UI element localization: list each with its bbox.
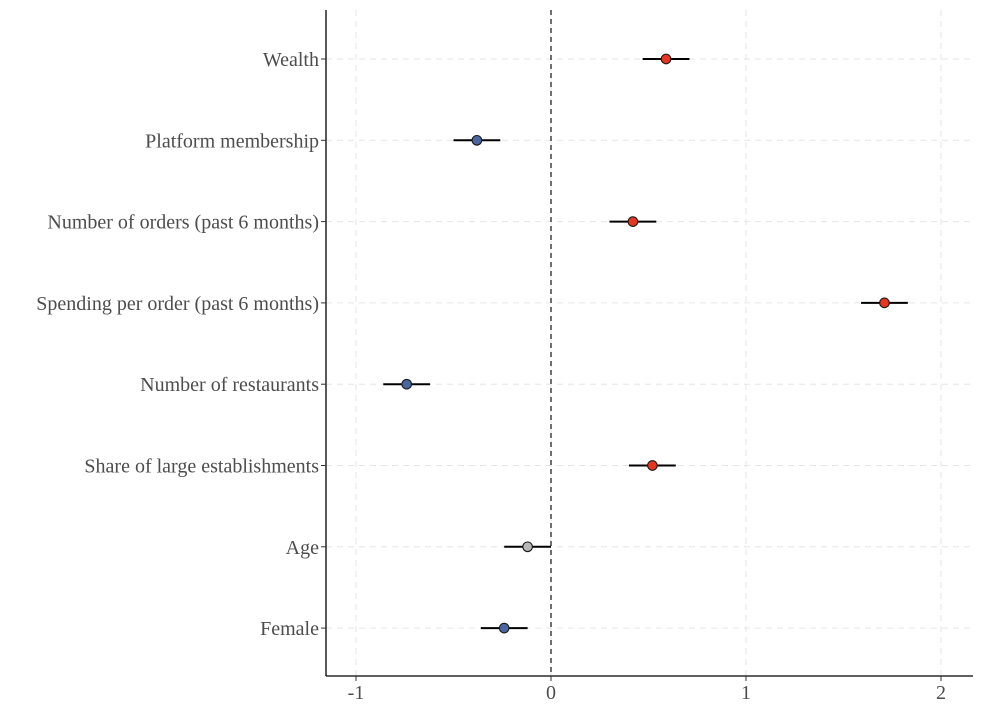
estimate-point [627, 216, 639, 227]
y-tick-label: Female [260, 618, 319, 640]
estimate-point [647, 460, 658, 471]
estimate-point [879, 297, 890, 309]
y-tick-label: Number of restaurants [140, 374, 319, 396]
estimate-marks [383, 53, 908, 634]
grid-lines [326, 10, 973, 676]
y-tick-label: Number of orders (past 6 months) [47, 212, 319, 234]
y-axis-ticks: Wealth Platform membership Number of order… [36, 49, 326, 640]
estimate-point [471, 134, 483, 146]
y-tick-label: Spending per order (past 6 months) [36, 293, 319, 315]
y-tick-label: Platform membership [145, 130, 319, 152]
y-tick-label: Wealth [263, 49, 319, 71]
estimate-point [498, 622, 510, 634]
x-axis-ticks: -1 0 1 2 [348, 676, 946, 704]
x-tick-label: 0 [546, 682, 556, 704]
estimate-point [660, 53, 672, 65]
estimate-point [522, 541, 533, 553]
estimate-point [401, 378, 413, 390]
y-tick-label: Age [286, 537, 319, 559]
x-tick-label: -1 [348, 682, 365, 704]
x-tick-label: 1 [741, 682, 751, 704]
y-tick-label: Share of large establishments [84, 456, 319, 478]
x-tick-label: 2 [936, 682, 946, 704]
